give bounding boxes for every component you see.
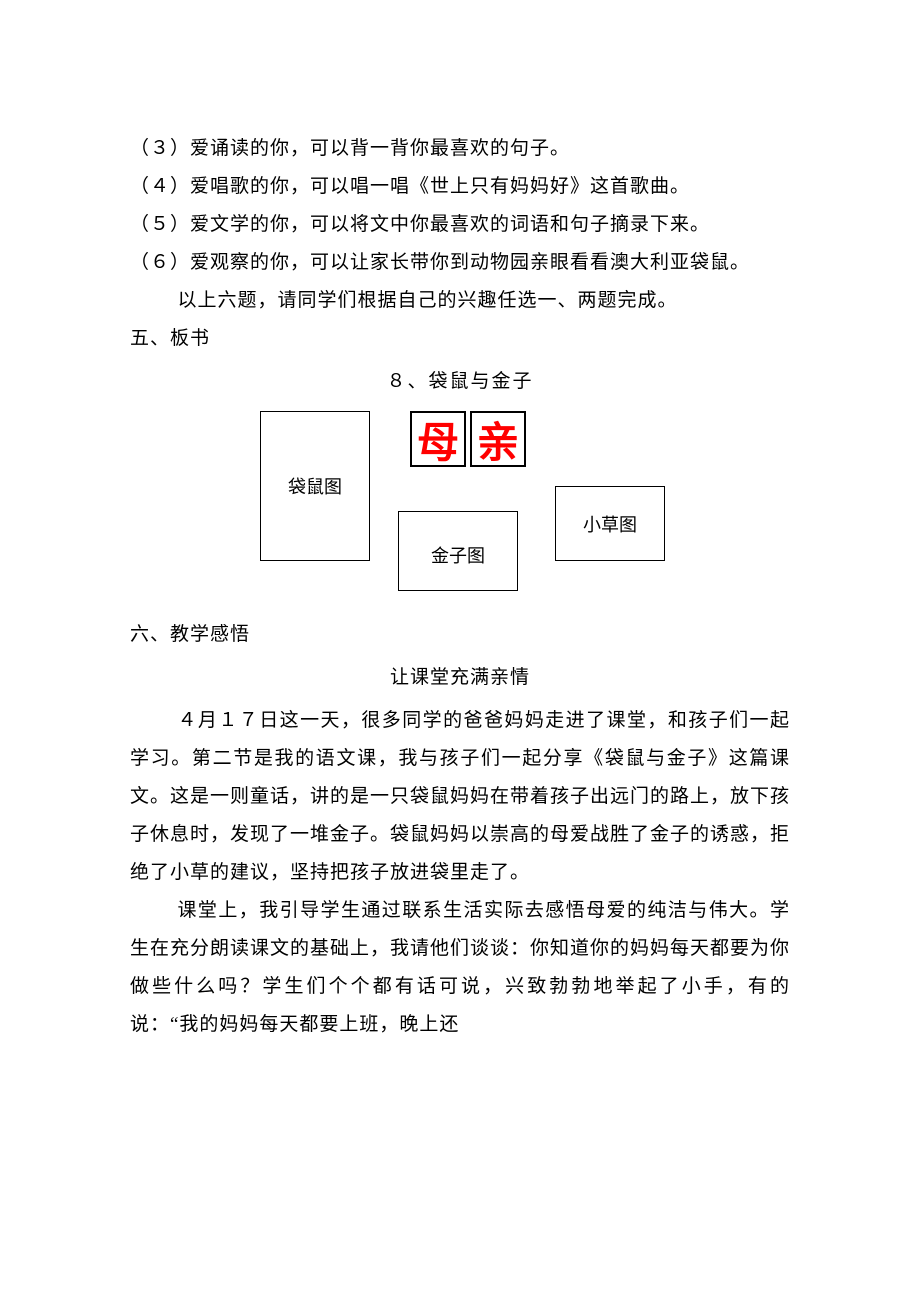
section-6-heading: 六、教学感悟: [130, 616, 790, 654]
kangaroo-label: 袋鼠图: [288, 473, 342, 499]
reflection-para-1: ４月１７日这一天，很多同学的爸爸妈妈走进了课堂，和孩子们一起学习。第二节是我的语…: [130, 702, 790, 892]
char-mu: 母: [417, 409, 459, 470]
reflection-subtitle: 让课堂充满亲情: [130, 659, 790, 697]
reflection-para-2: 课堂上，我引导学生通过联系生活实际去感悟母爱的纯洁与伟大。学生在充分朗读课文的基…: [130, 892, 790, 1044]
char-qin: 亲: [477, 409, 519, 470]
gold-box: 金子图: [398, 511, 518, 591]
grass-label: 小草图: [583, 511, 637, 537]
kangaroo-box: 袋鼠图: [260, 411, 370, 561]
summary-line: 以上六题，请同学们根据自己的兴趣任选一、两题完成。: [130, 282, 790, 320]
lesson-title: ８、袋鼠与金子: [130, 363, 790, 401]
list-item-3: （３）爱诵读的你，可以背一背你最喜欢的句子。: [130, 130, 790, 168]
char-box-qin: 亲: [470, 411, 526, 467]
gold-label: 金子图: [431, 542, 485, 568]
list-item-5: （５）爱文学的你，可以将文中你最喜欢的词语和句子摘录下来。: [130, 206, 790, 244]
list-item-4: （４）爱唱歌的你，可以唱一唱《世上只有妈妈好》这首歌曲。: [130, 168, 790, 206]
char-box-mu: 母: [410, 411, 466, 467]
section-5-heading: 五、板书: [130, 320, 790, 358]
list-item-6: （６）爱观察的你，可以让家长带你到动物园亲眼看看澳大利亚袋鼠。: [130, 244, 790, 282]
grass-box: 小草图: [555, 486, 665, 561]
board-diagram: 袋鼠图 母 亲 金子图 小草图: [130, 411, 790, 596]
